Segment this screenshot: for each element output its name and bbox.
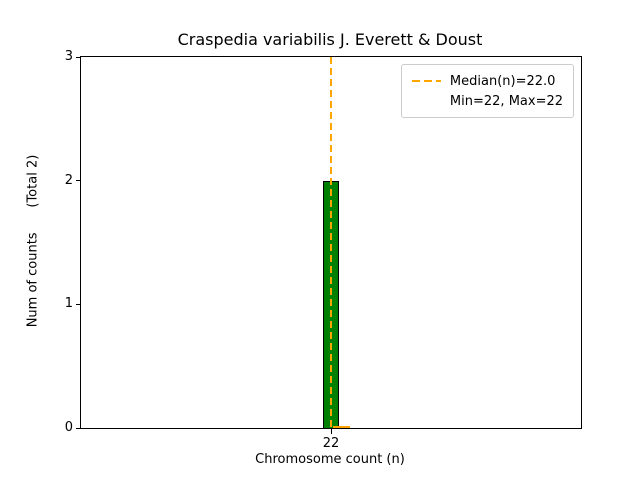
- chart-title: Craspedia variabilis J. Everett & Doust: [177, 30, 483, 49]
- legend-label-median: Median(n)=22.0: [449, 73, 556, 89]
- y-tick: [76, 56, 80, 58]
- legend: Median(n)=22.0 Min=22, Max=22: [400, 64, 574, 118]
- legend-entry-median: Median(n)=22.0: [411, 71, 563, 91]
- y-tick: [76, 427, 80, 429]
- legend-label-minmax: Min=22, Max=22: [449, 93, 563, 109]
- legend-entry-minmax: Min=22, Max=22: [412, 91, 563, 111]
- median-dashed-line-swatch: [411, 80, 441, 82]
- y-tick-label: 3: [64, 49, 73, 64]
- x-tick: [330, 429, 332, 434]
- median-line: [330, 57, 332, 428]
- x-axis-label: Chromosome count (n): [255, 452, 405, 467]
- legend-blank-swatch: [412, 100, 441, 102]
- min-max-range-line: [333, 426, 350, 428]
- y-tick-label: 0: [64, 420, 73, 435]
- y-tick: [76, 303, 80, 305]
- x-tick-label: 22: [322, 436, 340, 451]
- y-tick-label: 1: [64, 296, 73, 312]
- y-tick: [76, 180, 80, 182]
- y-tick-label: 2: [64, 172, 73, 188]
- plot-area: Median(n)=22.0 Min=22, Max=22 0 1 2 3 22: [65, 49, 582, 451]
